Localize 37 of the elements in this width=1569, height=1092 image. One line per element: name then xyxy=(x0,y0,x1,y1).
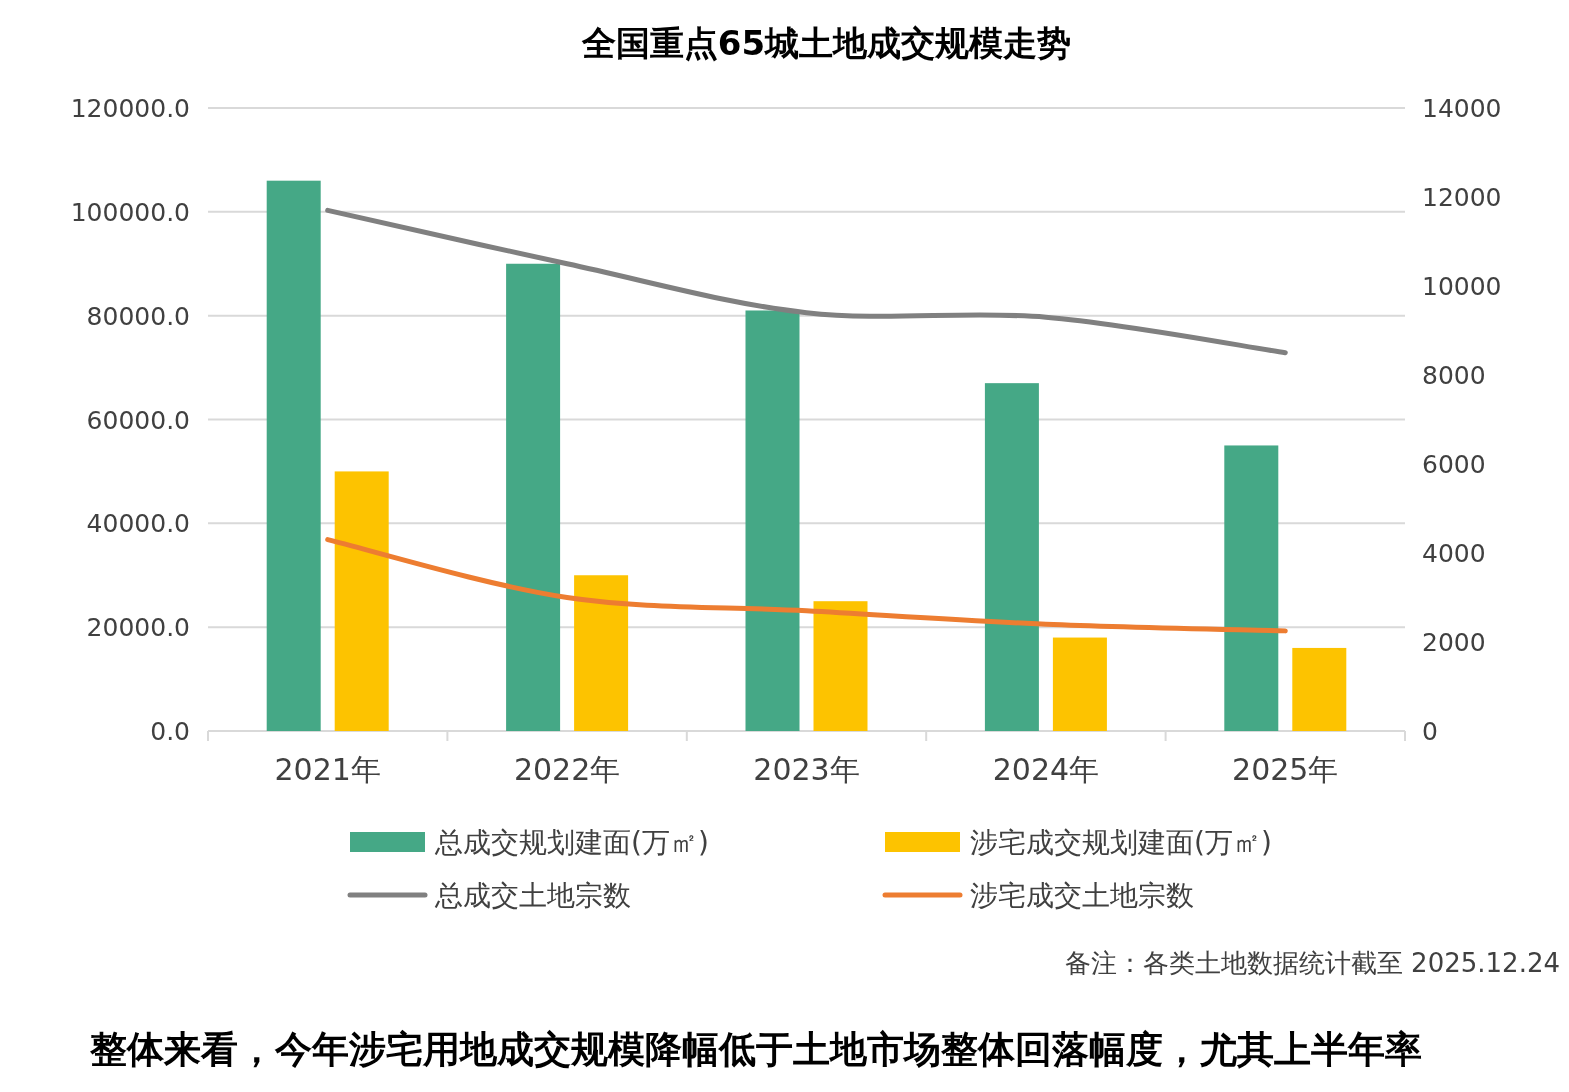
y2-tick-label: 10000 xyxy=(1422,272,1502,301)
y2-tick-label: 0 xyxy=(1422,717,1438,746)
legend-label: 涉宅成交土地宗数 xyxy=(970,879,1194,912)
y2-tick-label: 8000 xyxy=(1422,361,1486,390)
y2-tick-label: 4000 xyxy=(1422,539,1486,568)
y2-tick-label: 6000 xyxy=(1422,450,1486,479)
x-tick-label: 2023年 xyxy=(753,752,860,787)
y2-tick-label: 12000 xyxy=(1422,183,1502,212)
y-tick-label: 80000.0 xyxy=(86,301,190,331)
y-tick-label: 20000.0 xyxy=(86,613,190,643)
legend-label: 涉宅成交规划建面(万㎡) xyxy=(970,826,1272,859)
y2-tick-label: 2000 xyxy=(1422,628,1486,657)
text: 整体来看，今年涉宅用地成交规模降幅低于土地市场整体回落幅度，尤其上半年率 xyxy=(89,1028,1422,1071)
bar xyxy=(266,180,321,731)
y-tick-label: 60000.0 xyxy=(86,405,190,435)
y2-tick-label: 14000 xyxy=(1422,94,1502,123)
bar xyxy=(813,601,868,731)
y-tick-label: 40000.0 xyxy=(86,509,190,539)
bar xyxy=(334,471,389,731)
x-tick-label: 2024年 xyxy=(992,752,1100,787)
x-tick-label: 2022年 xyxy=(513,752,621,787)
y-tick-label: 120000.0 xyxy=(70,94,190,123)
x-tick-label: 2025年 xyxy=(1232,752,1339,787)
bar xyxy=(506,263,561,731)
bar xyxy=(745,310,800,731)
x-tick-label: 2021年 xyxy=(274,752,381,787)
bar xyxy=(1052,637,1107,731)
bar xyxy=(574,575,629,731)
chart-title: 全国重点65城土地成交规模走势 xyxy=(580,23,1072,63)
legend-label: 总成交规划建面(万㎡) xyxy=(434,826,709,859)
bar xyxy=(984,383,1039,731)
legend-label: 总成交土地宗数 xyxy=(434,879,631,912)
bar xyxy=(1292,647,1347,731)
bar xyxy=(1224,445,1279,731)
y-tick-label: 100000.0 xyxy=(70,197,190,227)
y-tick-label: 0.0 xyxy=(150,717,190,746)
text: 备注：各类土地数据统计截至 2025.12.24 xyxy=(1064,948,1560,978)
